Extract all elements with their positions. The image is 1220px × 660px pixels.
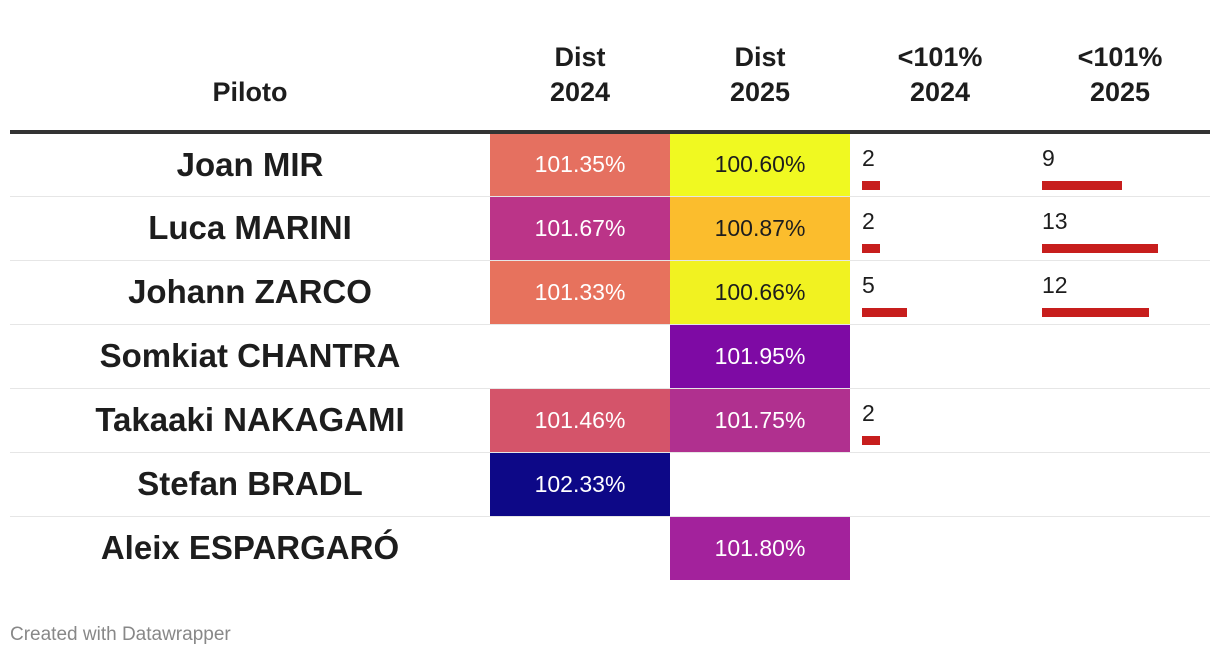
count-bar <box>862 435 880 445</box>
header-dist-2025[interactable]: Dist 2025 <box>670 40 850 132</box>
header-dist-2024-line2: 2024 <box>549 77 611 107</box>
header-pct-2025-line1: <101% <box>1077 42 1163 72</box>
table-row: Aleix ESPARGARÓ 101.80% <box>10 516 1210 580</box>
under-101-2025-cell <box>1030 452 1210 516</box>
header-pct-2025-line2: 2025 <box>1089 77 1151 107</box>
under-101-2024-cell: 2 <box>850 388 1030 452</box>
count-bar <box>862 181 880 190</box>
rider-name: Joan MIR <box>176 145 324 183</box>
under-101-2024-cell: 2 <box>850 196 1030 260</box>
under-101-2025-cell: 12 <box>1030 260 1210 324</box>
dist-2024-cell: 101.46% <box>490 388 670 452</box>
header-dist-2025-line1: Dist <box>734 42 786 72</box>
dist-2025-cell: 101.95% <box>670 324 850 388</box>
under-101-2025-cell <box>1030 388 1210 452</box>
header-piloto[interactable]: Piloto <box>212 77 288 107</box>
count-bar <box>1042 243 1158 253</box>
table-row: Johann ZARCO 101.33% 100.66% 5 12 <box>10 260 1210 324</box>
dist-2025-cell: 101.75% <box>670 388 850 452</box>
header-dist-2024[interactable]: Dist 2024 <box>490 40 670 132</box>
header-pct-2025[interactable]: <101% 2025 <box>1030 40 1210 132</box>
under-101-2025-cell <box>1030 324 1210 388</box>
header-pct-2024[interactable]: <101% 2024 <box>850 40 1030 132</box>
header-dist-2024-line1: Dist <box>554 42 606 72</box>
count-bar <box>862 307 907 317</box>
rider-name: Somkiat CHANTRA <box>99 337 401 374</box>
dist-2024-cell: 101.67% <box>490 196 670 260</box>
data-table: Piloto Dist 2024 Dist 2025 <101% 2024 <1… <box>10 40 1210 580</box>
header-row: Piloto Dist 2024 Dist 2025 <101% 2024 <1… <box>10 40 1210 132</box>
count-bar <box>862 243 880 253</box>
under-101-2024-cell <box>850 452 1030 516</box>
dist-2025-cell: 100.66% <box>670 260 850 324</box>
under-101-2025-cell <box>1030 516 1210 580</box>
count-label: 13 <box>1042 207 1068 234</box>
under-101-2024-cell <box>850 516 1030 580</box>
header-dist-2025-line2: 2025 <box>729 77 791 107</box>
dist-2025-cell: 101.80% <box>670 516 850 580</box>
count-label: 2 <box>862 145 875 171</box>
dist-2024-cell: 101.35% <box>490 132 670 196</box>
dist-2024-cell <box>490 324 670 388</box>
count-label: 5 <box>862 271 875 298</box>
footer-credit: Created with Datawrapper <box>10 624 231 645</box>
table-row: Takaaki NAKAGAMI 101.46% 101.75% 2 <box>10 388 1210 452</box>
under-101-2025-cell: 9 <box>1030 132 1210 196</box>
count-label: 2 <box>862 399 875 426</box>
table-row: Somkiat CHANTRA 101.95% <box>10 324 1210 388</box>
rider-name: Takaaki NAKAGAMI <box>95 401 405 438</box>
under-101-2024-cell: 2 <box>850 132 1030 196</box>
under-101-2024-cell <box>850 324 1030 388</box>
rider-name: Johann ZARCO <box>128 273 372 310</box>
dist-2024-cell: 102.33% <box>490 452 670 516</box>
count-label: 9 <box>1042 145 1055 171</box>
count-bar <box>1042 307 1149 317</box>
dist-2025-cell <box>670 452 850 516</box>
under-101-2024-cell: 5 <box>850 260 1030 324</box>
count-label: 12 <box>1042 271 1068 298</box>
count-label: 2 <box>862 207 875 234</box>
table-body: Joan MIR 101.35% 100.60% 2 9 Luca MARINI 101.6… <box>10 132 1210 580</box>
dist-2025-cell: 100.60% <box>670 132 850 196</box>
table-row: Joan MIR 101.35% 100.60% 2 9 <box>10 132 1210 196</box>
count-bar <box>1042 181 1122 190</box>
table-row: Luca MARINI 101.67% 100.87% 2 13 <box>10 196 1210 260</box>
dist-2024-cell <box>490 516 670 580</box>
dist-2024-cell: 101.33% <box>490 260 670 324</box>
dist-2025-cell: 100.87% <box>670 196 850 260</box>
header-pct-2024-line1: <101% <box>897 42 983 72</box>
under-101-2025-cell: 13 <box>1030 196 1210 260</box>
header-pct-2024-line2: 2024 <box>909 77 971 107</box>
rider-name: Stefan BRADL <box>137 465 363 502</box>
rider-name: Aleix ESPARGARÓ <box>100 529 400 567</box>
table-row: Stefan BRADL 102.33% <box>10 452 1210 516</box>
rider-name: Luca MARINI <box>148 209 352 246</box>
